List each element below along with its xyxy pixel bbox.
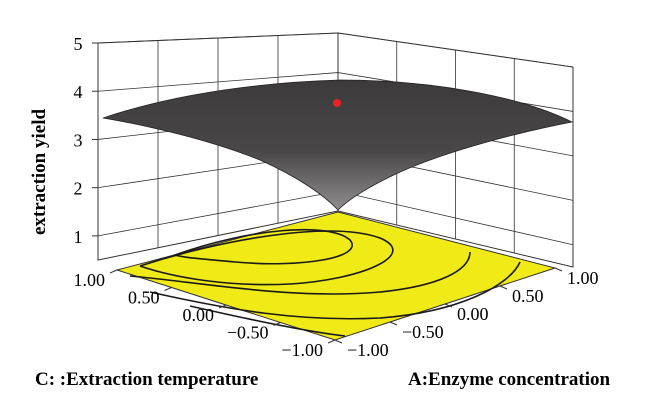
x-tick-mark <box>554 267 563 272</box>
y-tick-label: 1.00 <box>74 270 106 290</box>
z-tick-label: 1 <box>74 227 83 247</box>
z-tick-label: 2 <box>74 179 83 199</box>
y-tick-label: 0.50 <box>128 288 160 308</box>
x-tick-mark <box>334 339 343 344</box>
x-axis-ticks: −1.00 −0.50 0.00 0.50 1.00 <box>334 267 599 360</box>
contour-line <box>189 305 346 337</box>
wall-gridline <box>97 32 574 68</box>
contour-line <box>139 230 394 286</box>
y-tick-mark <box>109 269 118 274</box>
contour-line <box>172 228 353 265</box>
z-tick-label: 5 <box>74 34 83 54</box>
y-axis-ticks: −1.00 −0.50 0.00 0.50 1.00 <box>74 269 336 360</box>
x-tick-label: 0.50 <box>512 286 544 306</box>
x-tick-mark <box>389 321 398 326</box>
contour-line <box>149 261 521 320</box>
x-tick-label: −0.50 <box>402 322 444 342</box>
design-point-marker <box>333 99 341 107</box>
x-tick-mark <box>444 303 453 308</box>
surface-mesh <box>102 79 574 211</box>
response-surface <box>102 79 574 211</box>
y-tick-label: −1.00 <box>281 340 323 360</box>
contour-line <box>129 251 471 295</box>
y-tick-label: −0.50 <box>227 323 269 343</box>
x-tick-label: 1.00 <box>567 268 599 288</box>
x-axis-title: A:Enzyme concentration <box>408 369 611 390</box>
z-axis-ticks: 1 2 3 4 5 <box>74 34 98 247</box>
x-tick-label: −1.00 <box>347 340 389 360</box>
y-tick-mark <box>218 304 227 309</box>
floor-contour-plot <box>115 211 557 341</box>
z-axis-title: extraction yield <box>29 109 50 236</box>
y-tick-mark <box>273 322 281 326</box>
z-tick-label: 4 <box>74 82 83 102</box>
x-tick-mark <box>499 285 508 290</box>
front-frame <box>97 43 574 267</box>
y-tick-mark <box>327 339 336 344</box>
y-tick-label: 0.00 <box>183 305 215 325</box>
x-tick-label: 0.00 <box>457 304 489 324</box>
y-axis-title: C: :Extraction temperature <box>35 369 258 390</box>
y-tick-mark <box>164 287 172 291</box>
z-tick-label: 3 <box>74 130 83 150</box>
